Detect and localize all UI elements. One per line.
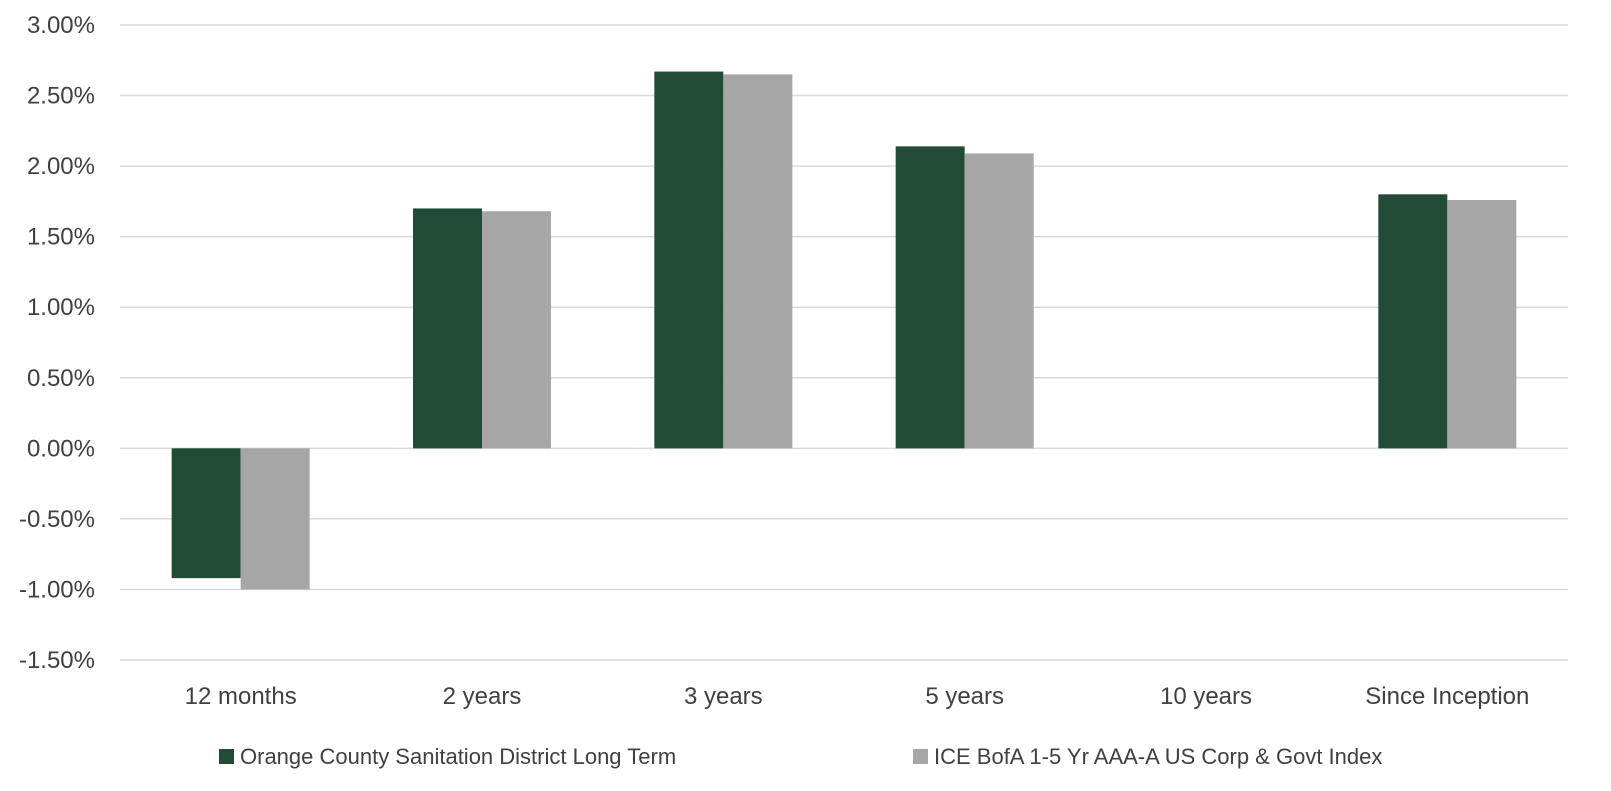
- y-tick-label: -0.50%: [19, 506, 95, 533]
- x-category-label: 5 years: [925, 683, 1004, 710]
- x-axis-category-labels: 12 months 2 years 3 years 5 years 10 years Si…: [185, 683, 1530, 710]
- bar-ocsd-3: [895, 146, 965, 449]
- x-category-label: Since Inception: [1365, 683, 1529, 710]
- y-tick-label: 3.00%: [27, 12, 95, 39]
- x-category-label: 12 months: [185, 683, 297, 710]
- y-axis-tick-labels: 3.00% 2.50% 2.00% 1.50% 1.00% 0.50% 0.00% -0.50…: [19, 12, 95, 674]
- legend-swatch: [913, 749, 928, 764]
- legend: Orange County Sanitation District Long T…: [219, 744, 1382, 769]
- gridlines: [120, 24, 1568, 661]
- bar-index-5: [1447, 199, 1517, 449]
- legend-swatch: [219, 749, 234, 764]
- bar-ocsd-5: [1378, 194, 1448, 449]
- y-tick-label: -1.00%: [19, 576, 95, 603]
- bar-index-1: [482, 211, 551, 449]
- bar-index-0: [240, 448, 310, 590]
- bar-ocsd-0: [171, 448, 241, 579]
- y-tick-label: 1.50%: [27, 224, 95, 251]
- y-tick-label: 2.50%: [27, 83, 95, 110]
- y-tick-label: 1.00%: [27, 294, 95, 321]
- bar-ocsd-2: [654, 71, 724, 449]
- x-category-label: 3 years: [684, 683, 763, 710]
- x-category-label: 2 years: [443, 683, 522, 710]
- bar-index-2: [723, 74, 793, 449]
- y-tick-label: -1.50%: [19, 647, 95, 674]
- legend-label: Orange County Sanitation District Long T…: [240, 744, 676, 769]
- y-tick-label: 0.00%: [27, 435, 95, 462]
- legend-label: ICE BofA 1-5 Yr AAA-A US Corp & Govt Ind…: [934, 744, 1382, 769]
- y-tick-label: 0.50%: [27, 365, 95, 392]
- x-category-label: 10 years: [1160, 683, 1252, 710]
- bars: [171, 71, 1517, 590]
- bar-ocsd-1: [413, 208, 482, 449]
- bar-index-3: [964, 153, 1034, 449]
- y-tick-label: 2.00%: [27, 153, 95, 180]
